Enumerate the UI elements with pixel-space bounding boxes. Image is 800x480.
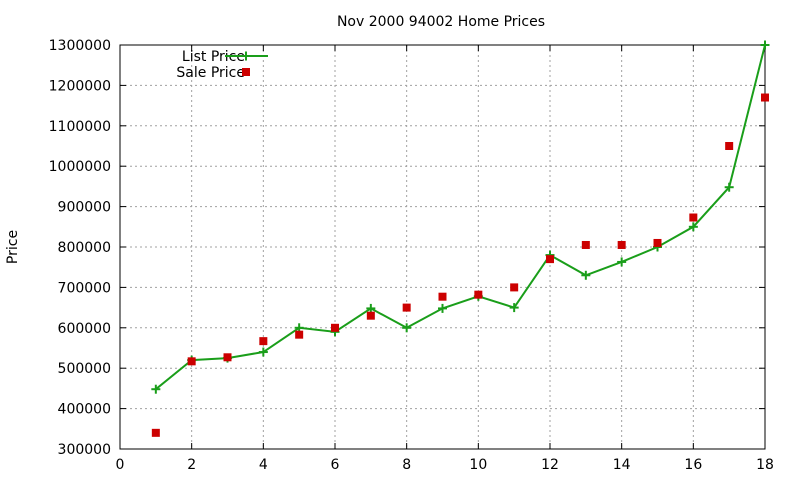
x-tick-label: 10	[469, 457, 487, 473]
sale-price-point	[689, 213, 698, 222]
sale-price-point	[187, 357, 196, 366]
sale-price-point	[761, 93, 769, 102]
y-tick-label: 400000	[58, 402, 111, 418]
sale-price-point	[295, 330, 304, 339]
legend-cross-swatch	[241, 51, 251, 61]
y-tick-label: 600000	[58, 321, 111, 337]
x-tick-label: 16	[684, 457, 702, 473]
list-price-point	[438, 303, 447, 313]
x-tick-label: 4	[259, 457, 268, 473]
legend-label: List Price	[182, 49, 245, 65]
axis-ticks: 0 2 4 6 8 10 12 14 16 18 300000 400000 500000 600000 7…	[49, 38, 774, 473]
list-price-point	[258, 347, 268, 357]
sale-price-point	[151, 428, 160, 437]
y-tick-label: 500000	[58, 361, 111, 377]
y-tick-label: 1100000	[49, 119, 111, 135]
sale-price-point	[510, 283, 519, 292]
sale-price-point	[331, 323, 339, 332]
x-tick-label: 8	[402, 457, 411, 473]
series-sale-price	[151, 93, 769, 437]
list-price-point	[688, 222, 698, 232]
list-price-point	[402, 323, 412, 333]
sale-price-point	[402, 303, 411, 312]
y-tick-label: 900000	[58, 200, 111, 216]
sale-price-point	[725, 142, 734, 150]
x-tick-label: 0	[116, 457, 125, 473]
sale-price-point	[581, 240, 590, 249]
x-tick-label: 18	[756, 457, 774, 473]
y-axis-label: Price	[5, 230, 21, 264]
series-list-price	[151, 40, 770, 394]
sale-price-point	[546, 255, 554, 264]
series	[151, 40, 770, 437]
list-price-point	[760, 40, 770, 50]
list-price-point	[724, 182, 734, 192]
sale-price-point	[617, 240, 626, 249]
x-tick-label: 2	[187, 457, 196, 473]
y-tick-label: 1200000	[49, 78, 111, 94]
list-price-line	[155, 44, 766, 390]
x-tick-label: 6	[331, 457, 340, 473]
list-price-point	[581, 270, 591, 280]
grid	[120, 45, 765, 449]
sale-price-point	[259, 337, 268, 346]
list-price-point	[366, 303, 376, 313]
x-tick-label: 12	[541, 457, 559, 473]
sale-price-point	[366, 311, 375, 320]
list-price-point	[151, 384, 161, 394]
list-price-point	[509, 303, 519, 313]
y-tick-label: 1000000	[49, 159, 111, 175]
list-price-point	[617, 257, 627, 267]
sale-price-point	[438, 292, 447, 301]
x-tick-label: 14	[613, 457, 631, 473]
y-tick-label: 800000	[58, 240, 111, 256]
sale-price-point	[474, 290, 483, 299]
sale-price-point	[223, 353, 232, 362]
y-tick-label: 1300000	[49, 38, 111, 54]
chart-title: Nov 2000 94002 Home Prices	[337, 14, 545, 30]
legend-label: Sale Price	[176, 65, 245, 81]
legend-square-swatch	[242, 68, 250, 76]
legend-item-sale-price: Sale Price	[176, 65, 250, 81]
y-tick-label: 700000	[58, 280, 111, 296]
y-tick-label: 300000	[58, 442, 111, 458]
legend-item-list-price: List Price	[182, 49, 268, 65]
sale-price-point	[653, 238, 662, 247]
